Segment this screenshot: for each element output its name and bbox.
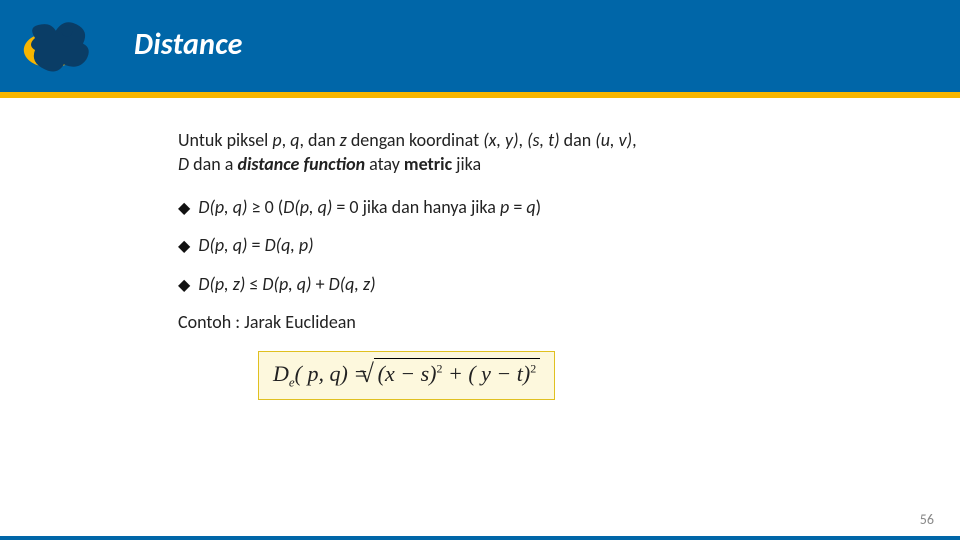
ge-text: ≥ 0 ( <box>247 196 283 218</box>
bullet-icon: ◆ <box>178 275 190 297</box>
args-pq: (p, q) <box>274 273 312 295</box>
term-yt: + ( y − t) <box>443 361 531 386</box>
sep: dan <box>560 129 596 151</box>
args-pq: (p, q) <box>209 234 247 256</box>
sqrt-body: √(x − s)2 + ( y − t)2 <box>374 358 541 389</box>
le-text: ≤ <box>245 273 262 295</box>
coord-st: (s, t) <box>527 129 560 151</box>
axiom-nonneg: ◆ D(p, q) ≥ 0 (D(p, q) = 0 jika dan hany… <box>178 195 838 220</box>
intro-text: atay <box>365 153 404 175</box>
var-D: D <box>178 153 189 175</box>
eq-text: = <box>509 196 526 218</box>
var-q: q <box>526 196 535 218</box>
sym-D: D <box>198 273 209 295</box>
args-pq: (p, q) <box>294 196 332 218</box>
sym-D: D <box>198 234 209 256</box>
var-z: z <box>340 129 347 151</box>
page-number: 56 <box>920 511 934 528</box>
brand-logo-icon <box>18 10 100 82</box>
sym-D: D <box>262 273 273 295</box>
accent-band <box>0 92 960 98</box>
args-qz: (q, z) <box>340 273 376 295</box>
sep: , <box>632 129 637 151</box>
exp: 2 <box>530 361 536 375</box>
intro-text: jika <box>452 153 481 175</box>
radical-icon: √ <box>360 356 374 391</box>
coord-xy: (x, y) <box>483 129 518 151</box>
slide-body: Untuk piksel p, q, dan z dengan koordina… <box>178 128 838 400</box>
axiom-symmetry: ◆ D(p, q) = D(q, p) <box>178 233 838 258</box>
eq0-text: = 0 jika dan hanya jika <box>332 196 500 218</box>
bullet-icon: ◆ <box>178 198 190 220</box>
sep: , dan <box>299 129 339 151</box>
plus-text: + <box>312 273 329 295</box>
var-p: p <box>272 129 281 151</box>
sep: , <box>519 129 528 151</box>
term-xs: (x − s) <box>378 361 437 386</box>
sym-D: D <box>198 196 209 218</box>
sep: , <box>282 129 291 151</box>
intro-text: Untuk piksel <box>178 129 272 151</box>
intro-paragraph: Untuk piksel p, q, dan z dengan koordina… <box>178 128 838 177</box>
args-pz: (p, z) <box>209 273 245 295</box>
slide-title: Distance <box>134 26 243 63</box>
slide-container: Distance Untuk piksel p, q, dan z dengan… <box>0 0 960 540</box>
sym-D: D <box>265 234 276 256</box>
distance-function-term: distance function <box>237 153 365 175</box>
eq-text: = <box>247 234 264 256</box>
var-p: p <box>500 196 509 218</box>
sym-D: D <box>329 273 340 295</box>
bullet-icon: ◆ <box>178 236 190 258</box>
metric-term: metric <box>404 153 452 175</box>
sym-D: D <box>273 361 289 386</box>
axiom-triangle: ◆ D(p, z) ≤ D(p, q) + D(q, z) <box>178 272 838 297</box>
intro-text: dan a <box>189 153 237 175</box>
intro-text: dengan koordinat <box>347 129 483 151</box>
close-paren: ) <box>536 196 541 218</box>
euclidean-formula-box: De( p, q) = √(x − s)2 + ( y − t)2 <box>258 351 555 400</box>
coord-uv: (u, v) <box>595 129 632 151</box>
sym-D: D <box>283 196 294 218</box>
example-label: Contoh : Jarak Euclidean <box>178 310 838 334</box>
euclidean-formula: De( p, q) = √(x − s)2 + ( y − t)2 <box>273 361 540 386</box>
args-qp: (q, p) <box>276 234 314 256</box>
args-pq: (p, q) <box>209 196 247 218</box>
footer-accent-line <box>0 536 960 540</box>
